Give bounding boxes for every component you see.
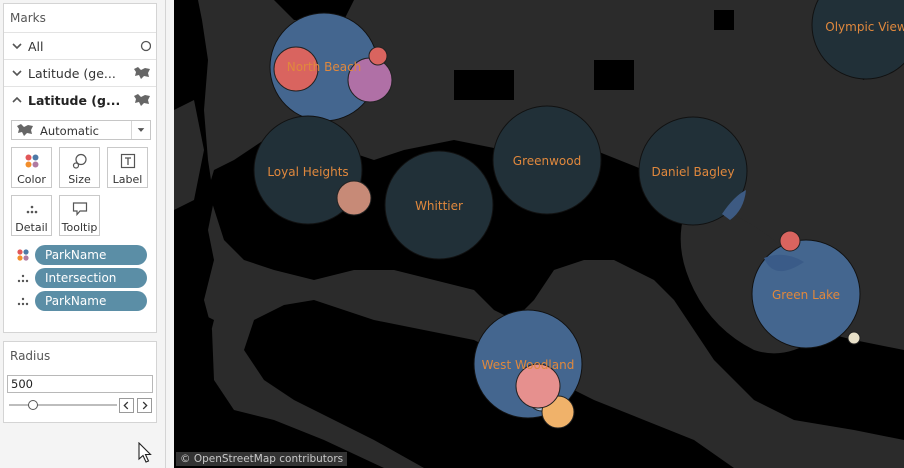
marks-card-title: Marks xyxy=(10,11,46,25)
color-palette-icon xyxy=(25,154,39,168)
detail-pill-row: ParkName xyxy=(13,291,151,311)
chevron-down-icon[interactable] xyxy=(11,67,23,79)
mark-type-value: Automatic xyxy=(40,124,99,138)
marks-layer-label: Latitude (g... xyxy=(28,93,121,108)
daniel-bagley-label: Daniel Bagley xyxy=(651,165,734,179)
olympic-view-circle[interactable] xyxy=(811,0,904,80)
marks-layer-label: Latitude (ge... xyxy=(28,66,116,81)
parkname-color-pill[interactable]: ParkName xyxy=(35,245,147,265)
chevron-right-icon[interactable] xyxy=(137,398,152,413)
detail-dots-icon xyxy=(17,297,29,306)
parkname-detail-pill[interactable]: ParkName xyxy=(35,291,147,311)
olympic-view-label: Olympic View xyxy=(825,20,904,34)
loyal-heights-label: Loyal Heights xyxy=(267,165,348,179)
mark-type-dropdown[interactable]: Automatic xyxy=(11,120,151,140)
circle-mark-icon xyxy=(140,40,151,52)
whittier-circle[interactable] xyxy=(384,150,494,260)
map-canvas[interactable]: North Beach Olympic View Loyal Heights G… xyxy=(174,0,904,468)
color-pill-row: ParkName xyxy=(13,245,151,265)
marks-sidebar: Marks All Latitude (ge... Latitude (g...… xyxy=(0,0,166,468)
caret-down-icon[interactable] xyxy=(131,121,150,139)
marks-layer-latitude-2[interactable]: Latitude (g... xyxy=(4,86,156,113)
radius-slider-track[interactable] xyxy=(9,404,117,406)
detail-dots-icon xyxy=(17,274,29,283)
north-beach-label: North Beach xyxy=(287,60,362,74)
chevron-left-icon[interactable] xyxy=(119,398,134,413)
marks-card: Marks All Latitude (ge... Latitude (g...… xyxy=(3,3,157,333)
map-mark-icon xyxy=(134,94,150,106)
size-button-label: Size xyxy=(68,173,91,186)
marks-layer-all[interactable]: All xyxy=(4,32,156,59)
greenwood-circle[interactable] xyxy=(492,105,602,215)
size-icon xyxy=(72,153,87,169)
detail-button[interactable]: Detail xyxy=(11,195,52,236)
loyal-heights-circle[interactable] xyxy=(253,115,372,225)
tooltip-button-label: Tooltip xyxy=(61,221,98,234)
color-button-label: Color xyxy=(17,173,46,186)
detail-pill-row: Intersection xyxy=(13,268,151,288)
marks-layer-latitude-1[interactable]: Latitude (ge... xyxy=(4,59,156,86)
green-lake-label: Green Lake xyxy=(772,288,840,302)
tooltip-button[interactable]: Tooltip xyxy=(59,195,100,236)
west-woodland-label: West Woodland xyxy=(482,358,575,372)
color-button[interactable]: Color xyxy=(11,147,52,188)
tooltip-icon xyxy=(72,202,88,217)
chevron-up-icon[interactable] xyxy=(11,94,23,106)
greenwood-label: Greenwood xyxy=(513,154,581,168)
intersection-detail-pill[interactable]: Intersection xyxy=(35,268,147,288)
daniel-bagley-circle[interactable] xyxy=(638,116,748,226)
radius-parameter-card: Radius xyxy=(3,341,157,423)
map-view[interactable]: North Beach Olympic View Loyal Heights G… xyxy=(174,0,904,468)
neighborhood-labels: North Beach Olympic View Loyal Heights G… xyxy=(267,20,904,372)
color-palette-icon xyxy=(17,249,29,261)
map-mark-icon xyxy=(134,67,150,79)
detail-dots-icon xyxy=(26,205,38,214)
label-button[interactable]: Label xyxy=(107,147,148,188)
size-button[interactable]: Size xyxy=(59,147,100,188)
marks-layer-label: All xyxy=(28,39,44,54)
text-label-icon xyxy=(120,153,136,169)
whittier-label: Whittier xyxy=(415,199,463,213)
map-mark-icon xyxy=(17,124,33,136)
label-button-label: Label xyxy=(112,173,143,186)
radius-title: Radius xyxy=(10,349,51,363)
north-beach-circle[interactable] xyxy=(269,12,393,122)
chevron-down-icon[interactable] xyxy=(11,40,23,52)
mouse-cursor-icon xyxy=(138,442,152,463)
detail-button-label: Detail xyxy=(15,221,48,234)
radius-slider-thumb[interactable] xyxy=(28,400,38,410)
radius-input[interactable] xyxy=(7,375,153,393)
west-woodland-circle[interactable] xyxy=(473,309,583,429)
green-lake-circle[interactable] xyxy=(751,230,861,349)
map-attribution[interactable]: © OpenStreetMap contributors xyxy=(176,452,348,466)
